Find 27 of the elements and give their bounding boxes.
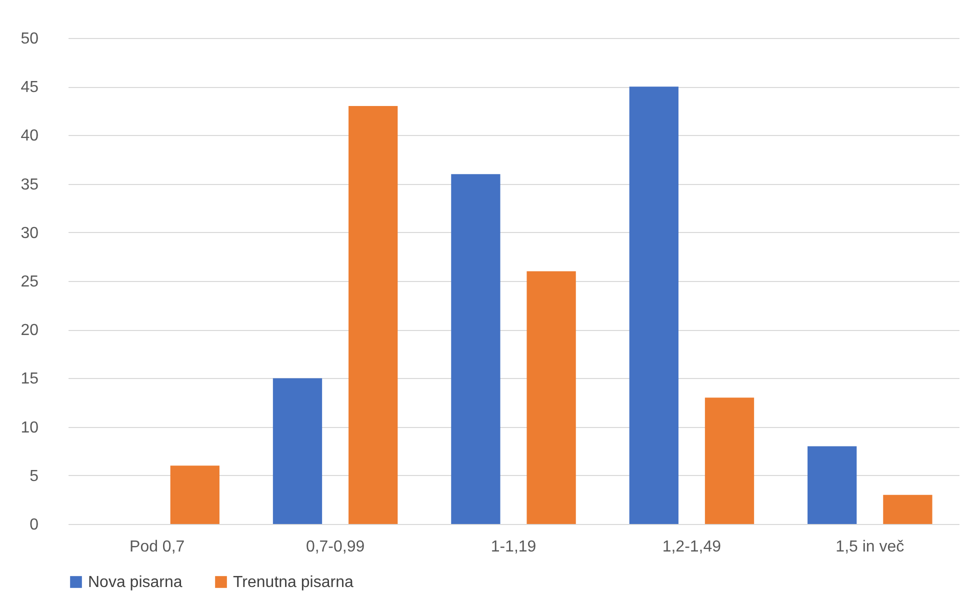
legend-label: Nova pisarna <box>88 574 182 591</box>
bar <box>170 466 220 524</box>
x-tick-label: Pod 0,7 <box>130 538 185 556</box>
y-tick-label: 45 <box>20 79 39 96</box>
y-tick-label: 10 <box>20 419 39 436</box>
bar <box>629 86 678 524</box>
y-tick-label: 25 <box>20 274 39 290</box>
bar <box>883 494 932 524</box>
y-tick-label: 30 <box>20 224 39 242</box>
bar <box>808 446 857 524</box>
bar <box>704 398 754 524</box>
x-tick-label: 0,7-0,99 <box>306 538 365 556</box>
y-tick-label: 50 <box>20 30 39 48</box>
legend-label: Trenutna pisarna <box>233 574 354 591</box>
bar <box>526 271 576 524</box>
y-tick-label: 15 <box>20 370 39 388</box>
y-tick-label: 5 <box>30 468 39 485</box>
x-tick-label: 1-1,19 <box>490 538 536 556</box>
bar <box>348 106 398 524</box>
bar <box>272 378 322 524</box>
x-tick-label: 1,5 in več <box>836 538 904 556</box>
y-tick-label: 40 <box>20 128 39 145</box>
y-tick-label: 35 <box>20 176 39 194</box>
x-tick-label: 1,2-1,49 <box>662 538 722 556</box>
y-tick-label: 0 <box>30 516 39 534</box>
bar <box>451 174 500 524</box>
y-tick-label: 20 <box>20 322 39 340</box>
